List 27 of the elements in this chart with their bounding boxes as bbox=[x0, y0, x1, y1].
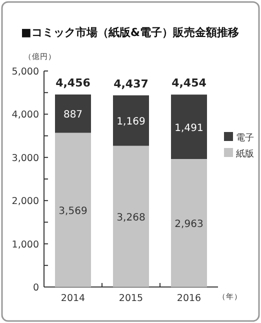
total-label: 4,456 bbox=[56, 76, 91, 90]
x-tick-label: 2014 bbox=[60, 293, 86, 304]
bar bbox=[55, 132, 91, 287]
data-label: 2,963 bbox=[174, 219, 204, 230]
total-label: 4,454 bbox=[172, 76, 207, 90]
bar bbox=[55, 94, 91, 133]
y-tick-label: 1,000 bbox=[12, 239, 39, 250]
bar bbox=[171, 94, 207, 159]
x-tick-label: 2016 bbox=[176, 293, 202, 304]
y-tick-label: 0 bbox=[32, 282, 39, 294]
data-label: 3,569 bbox=[58, 206, 88, 217]
bar bbox=[113, 95, 149, 146]
x-tick-label: 2015 bbox=[118, 293, 144, 304]
data-label: 1,491 bbox=[174, 122, 204, 134]
bar bbox=[171, 159, 207, 287]
y-tick-label: 5,000 bbox=[12, 66, 39, 78]
data-label: 1,169 bbox=[116, 116, 146, 128]
legend-label: 紙版 bbox=[236, 148, 254, 160]
y-tick-label: 4,000 bbox=[12, 110, 39, 121]
legend-label: 電子 bbox=[236, 132, 254, 144]
y-tick-label: 3,000 bbox=[12, 152, 39, 164]
bar bbox=[113, 146, 149, 287]
total-label: 4,437 bbox=[114, 77, 148, 90]
chart-title: ■コミック市場（紙版&電子）販売金額推移 bbox=[21, 26, 239, 39]
data-label: 887 bbox=[63, 110, 83, 121]
y-tick-label: 2,000 bbox=[12, 196, 39, 208]
data-label: 3,268 bbox=[116, 212, 146, 224]
